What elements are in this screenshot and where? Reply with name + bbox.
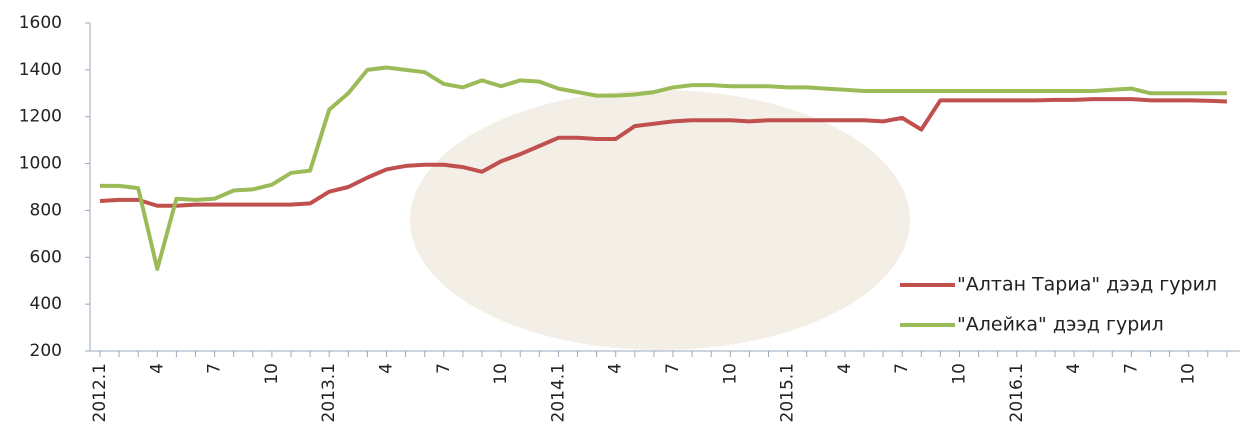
x-tick-label: 2012.1 (90, 363, 110, 422)
x-tick-label: 2016.1 (1007, 363, 1027, 422)
x-tick-label: 2013.1 (319, 363, 339, 422)
x-tick-label: 4 (1064, 363, 1084, 374)
x-tick-label: 10 (720, 363, 740, 385)
y-tick-label: 1000 (19, 154, 62, 174)
y-tick-label: 1600 (19, 13, 62, 33)
y-tick-label: 400 (30, 294, 62, 314)
chart: 200 400 600 800 1000 1200 1400 1600 2012.1 4 7 10 20… (0, 0, 1243, 441)
x-tick-label: 4 (377, 363, 397, 374)
x-tick-label: 4 (606, 363, 626, 374)
y-tick-label: 800 (30, 200, 62, 220)
x-tick-label: 7 (434, 363, 454, 374)
y-tick-label: 1200 (19, 107, 62, 127)
x-tick-label: 7 (205, 363, 225, 374)
background-decoration (410, 90, 910, 350)
x-tick-label: 7 (892, 363, 912, 374)
y-tick-label: 1400 (19, 60, 62, 80)
legend-label: "Алтан Тариа" дээд гурил (957, 274, 1217, 296)
y-tick-label: 200 (30, 341, 62, 361)
x-tick-label: 7 (1121, 363, 1141, 374)
y-tick-label: 600 (30, 247, 62, 267)
x-tick-label: 2014.1 (548, 363, 568, 422)
x-tick-label: 4 (147, 363, 167, 374)
x-tick-label: 10 (491, 363, 511, 385)
legend-label: "Алейка" дээд гурил (957, 314, 1164, 336)
x-tick-label: 2015.1 (778, 363, 798, 422)
x-tick-label: 10 (1179, 363, 1199, 385)
x-tick-label: 10 (262, 363, 282, 385)
x-tick-label: 7 (663, 363, 683, 374)
x-tick-label: 4 (835, 363, 855, 374)
x-tick-label: 10 (950, 363, 970, 385)
